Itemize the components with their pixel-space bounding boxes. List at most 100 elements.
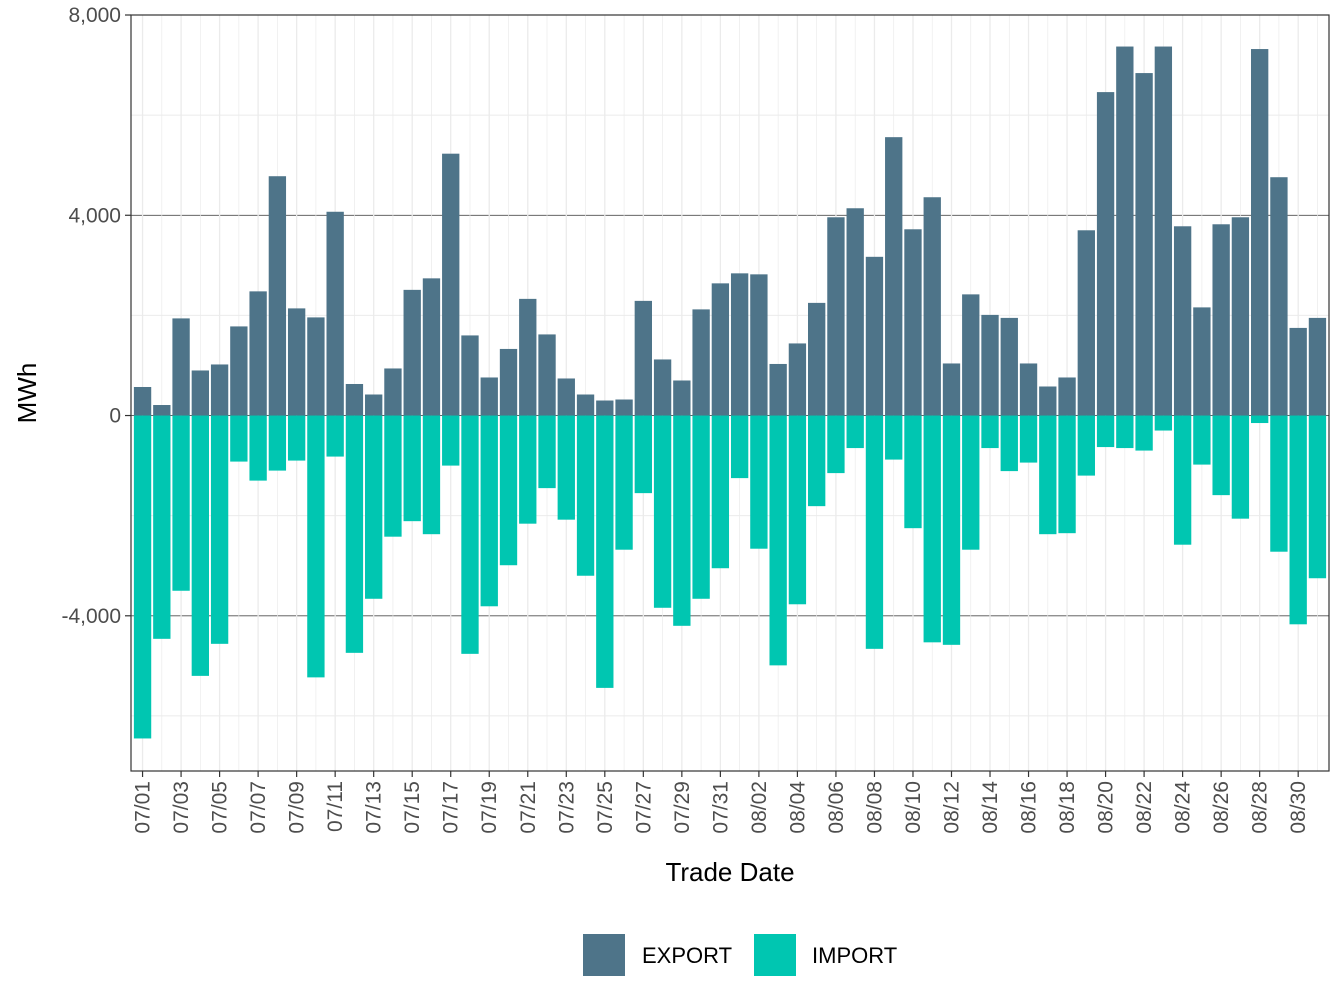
bar-import-08-19	[1077, 415, 1095, 476]
bar-export-08-31	[1308, 317, 1327, 416]
bar-export-08-01	[730, 273, 749, 416]
bar-export-07-14	[384, 368, 402, 416]
y-tick-label: 4,000	[68, 204, 121, 227]
x-axis-title: Trade Date	[665, 857, 794, 887]
bar-export-07-09	[287, 308, 306, 416]
bar-import-07-05	[210, 415, 229, 644]
bar-export-08-19	[1077, 230, 1095, 416]
bar-export-08-21	[1116, 46, 1134, 416]
bar-import-08-23	[1154, 415, 1173, 431]
bar-export-08-14	[981, 314, 999, 416]
legend-swatch-export	[583, 934, 625, 976]
bar-import-08-20	[1096, 415, 1115, 448]
bar-export-08-30	[1289, 327, 1307, 416]
bar-import-07-15	[403, 415, 421, 522]
bar-import-07-31	[711, 415, 730, 569]
bar-import-08-30	[1289, 415, 1307, 625]
bar-import-07-24	[576, 415, 595, 576]
bar-import-07-29	[673, 415, 691, 626]
bar-export-07-04	[191, 370, 210, 416]
x-tick-label: 07/07	[247, 781, 270, 834]
bar-export-07-22	[538, 334, 556, 416]
x-tick-label: 08/14	[979, 781, 1002, 834]
bar-export-07-29	[673, 380, 691, 416]
bar-export-07-20	[499, 348, 518, 416]
bar-import-08-03	[769, 415, 787, 666]
x-tick-label: 07/01	[132, 781, 155, 834]
x-tick-label: 08/28	[1249, 781, 1272, 834]
x-tick-label: 08/12	[940, 781, 963, 834]
x-tick-label: 07/19	[478, 781, 501, 834]
bar-export-08-11	[923, 197, 941, 416]
bar-export-07-31	[711, 283, 730, 416]
bar-export-08-20	[1096, 92, 1115, 416]
bar-import-07-14	[384, 415, 402, 537]
bar-import-08-11	[923, 415, 941, 643]
x-tick-label: 07/05	[209, 781, 232, 834]
x-tick-label: 08/06	[825, 781, 848, 834]
bar-import-07-22	[538, 415, 556, 489]
bar-import-08-06	[827, 415, 845, 474]
x-tick-label: 07/15	[401, 781, 424, 834]
bar-import-07-03	[172, 415, 190, 591]
bar-import-07-27	[634, 415, 652, 494]
bar-import-08-21	[1116, 415, 1134, 449]
x-tick-label: 08/08	[863, 781, 886, 834]
bar-import-07-01	[133, 415, 152, 739]
x-tick-label: 07/17	[440, 781, 463, 834]
bar-export-07-02	[153, 405, 171, 416]
bar-import-08-25	[1193, 415, 1211, 465]
bar-import-07-13	[365, 415, 383, 599]
bar-import-08-26	[1212, 415, 1230, 496]
bar-import-08-16	[1019, 415, 1038, 463]
bar-export-07-12	[345, 383, 364, 416]
bar-export-07-06	[230, 326, 248, 416]
bar-export-07-16	[422, 278, 441, 416]
bar-export-07-21	[519, 298, 537, 416]
bar-export-08-29	[1270, 177, 1288, 416]
bar-import-07-17	[442, 415, 460, 466]
bar-export-07-01	[133, 386, 152, 416]
bar-import-07-12	[345, 415, 364, 653]
bar-export-07-30	[692, 309, 710, 416]
bar-export-08-10	[904, 229, 922, 416]
y-axis: 8,000 4,000 0 -4,000	[61, 4, 131, 628]
bar-export-08-16	[1019, 363, 1038, 416]
legend-label-import: IMPORT	[812, 943, 897, 968]
x-tick-label: 07/11	[324, 781, 347, 832]
bar-import-08-01	[730, 415, 749, 479]
bar-import-07-11	[326, 415, 344, 457]
bar-import-07-07	[249, 415, 267, 481]
y-axis-title: MWh	[12, 363, 42, 424]
bar-import-08-24	[1173, 415, 1192, 545]
bar-export-08-25	[1193, 307, 1211, 416]
bar-export-08-06	[827, 217, 845, 416]
bar-import-07-18	[461, 415, 479, 654]
legend-label-export: EXPORT	[642, 943, 732, 968]
x-axis: 07/01 07/03 07/05 07/07 07/09 07/11 07/13 07/15…	[132, 771, 1310, 834]
plot-border	[130, 14, 1330, 772]
bar-import-07-19	[480, 415, 498, 607]
bar-export-07-15	[403, 289, 421, 416]
x-tick-label: 08/26	[1210, 781, 1233, 834]
bar-export-08-12	[942, 363, 961, 416]
bar-export-08-28	[1250, 49, 1269, 416]
bar-import-08-17	[1039, 415, 1057, 535]
bar-import-08-02	[750, 415, 768, 549]
bar-export-07-25	[596, 400, 614, 416]
bar-export-08-23	[1154, 46, 1173, 416]
bar-export-08-18	[1058, 377, 1076, 416]
bar-export-08-09	[885, 137, 903, 416]
y-tick-label: -4,000	[61, 605, 121, 628]
bar-export-07-07	[249, 291, 267, 416]
bar-import-07-16	[422, 415, 441, 535]
bar-export-07-03	[172, 318, 190, 416]
bar-export-08-27	[1231, 217, 1250, 416]
x-tick-label: 07/13	[363, 781, 386, 834]
y-tick-label: 0	[109, 405, 121, 428]
bar-import-07-21	[519, 415, 537, 524]
bar-import-08-31	[1308, 415, 1327, 579]
x-tick-label: 08/02	[748, 781, 771, 834]
bar-export-07-24	[576, 394, 595, 416]
bar-import-07-28	[653, 415, 672, 608]
